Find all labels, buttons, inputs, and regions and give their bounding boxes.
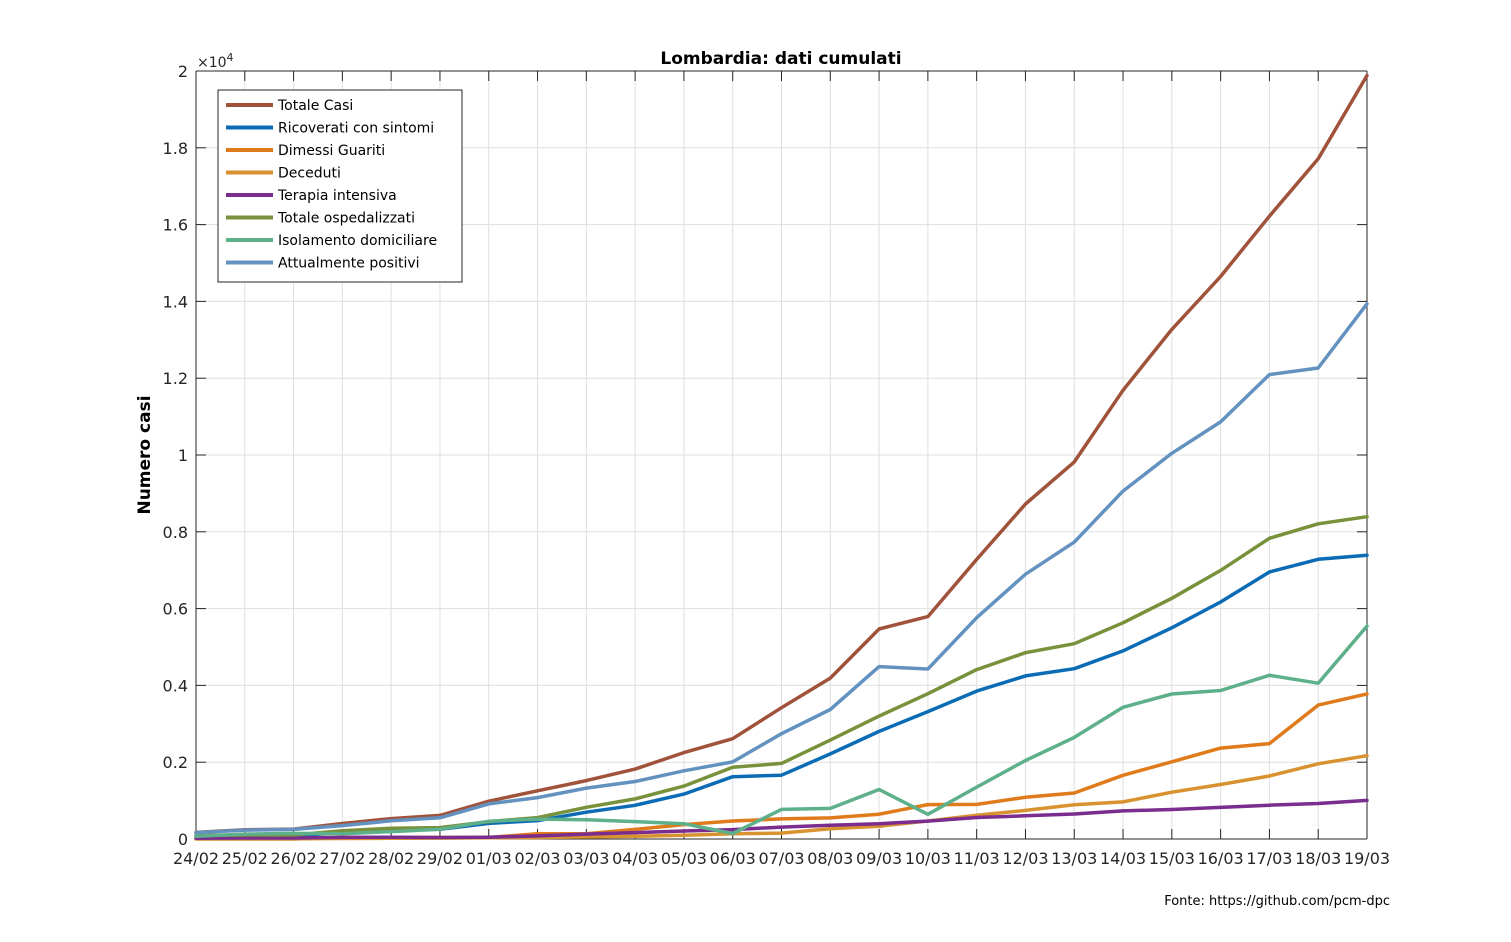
y-tick-label: 0.8 bbox=[163, 523, 188, 542]
x-tick-label: 06/03 bbox=[710, 849, 756, 868]
legend-label: Ricoverati con sintomi bbox=[278, 121, 434, 137]
legend-label: Dimessi Guariti bbox=[278, 143, 385, 159]
x-tick-label: 15/03 bbox=[1149, 849, 1195, 868]
legend-box bbox=[217, 89, 463, 283]
series-lines bbox=[194, 73, 1369, 841]
x-tick-label: 01/03 bbox=[466, 849, 512, 868]
legend-label: Isolamento domiciliare bbox=[278, 233, 437, 249]
x-tick-label: 14/03 bbox=[1100, 849, 1146, 868]
x-tick-label: 13/03 bbox=[1051, 849, 1097, 868]
legend-label: Attualmente positivi bbox=[278, 256, 420, 272]
x-tick-label: 25/02 bbox=[222, 849, 268, 868]
x-tick-label: 18/03 bbox=[1295, 849, 1341, 868]
x-tick-label: 05/03 bbox=[661, 849, 707, 868]
y-tick-label: 1.6 bbox=[163, 216, 188, 235]
y-tick-label: 1 bbox=[178, 446, 188, 465]
x-tick-label: 17/03 bbox=[1246, 849, 1292, 868]
x-tick-label: 02/03 bbox=[514, 849, 560, 868]
x-tick-label: 04/03 bbox=[612, 849, 658, 868]
x-tick-label: 09/03 bbox=[856, 849, 902, 868]
y-tick-label: 0.4 bbox=[163, 676, 188, 695]
legend-label: Deceduti bbox=[278, 166, 341, 182]
y-exponent-label: ×104 bbox=[197, 51, 234, 71]
series-line bbox=[194, 514, 1369, 838]
y-tick-label: 1.4 bbox=[163, 292, 188, 311]
x-tick-label: 11/03 bbox=[954, 849, 1000, 868]
y-tick-label: 0.6 bbox=[163, 600, 188, 619]
x-tick-label: 24/02 bbox=[173, 849, 219, 868]
y-tick-label: 1.2 bbox=[163, 369, 188, 388]
y-tick-label: 0.2 bbox=[163, 753, 188, 772]
legend: Totale Casi Ricoverati con sintomi Dimessi… bbox=[217, 89, 463, 283]
x-tick-label: 28/02 bbox=[368, 849, 414, 868]
y-tick-label: 0 bbox=[178, 830, 188, 849]
legend-label: Totale ospedalizzati bbox=[277, 211, 415, 227]
tick-labels: 0 0.2 0.4 0.6 0.8 1 1.2 1.4 1.6 1.8 2 24/02 25/02 26/… bbox=[163, 62, 1391, 868]
y-tick-label: 1.8 bbox=[163, 139, 188, 158]
source-note: Fonte: https://github.com/pcm-dpc bbox=[1164, 894, 1390, 909]
x-tick-label: 16/03 bbox=[1198, 849, 1244, 868]
x-tick-label: 10/03 bbox=[905, 849, 951, 868]
x-tick-label: 03/03 bbox=[563, 849, 609, 868]
x-tick-label: 27/02 bbox=[319, 849, 365, 868]
x-tick-label: 19/03 bbox=[1344, 849, 1390, 868]
series-line bbox=[194, 73, 1369, 835]
x-tick-label: 26/02 bbox=[271, 849, 317, 868]
legend-label: Totale Casi bbox=[277, 98, 353, 114]
series-line bbox=[194, 798, 1369, 841]
x-tick-label: 12/03 bbox=[1002, 849, 1048, 868]
x-tick-label: 08/03 bbox=[807, 849, 853, 868]
y-tick-label: 2 bbox=[178, 62, 188, 81]
series-line bbox=[194, 302, 1369, 835]
legend-label: Terapia intensiva bbox=[277, 188, 397, 204]
y-axis-label: Numero casi bbox=[135, 395, 155, 514]
series-line bbox=[194, 624, 1369, 839]
x-tick-label: 07/03 bbox=[758, 849, 804, 868]
x-tick-label: 29/02 bbox=[417, 849, 463, 868]
chart-title: Lombardia: dati cumulati bbox=[660, 49, 901, 69]
